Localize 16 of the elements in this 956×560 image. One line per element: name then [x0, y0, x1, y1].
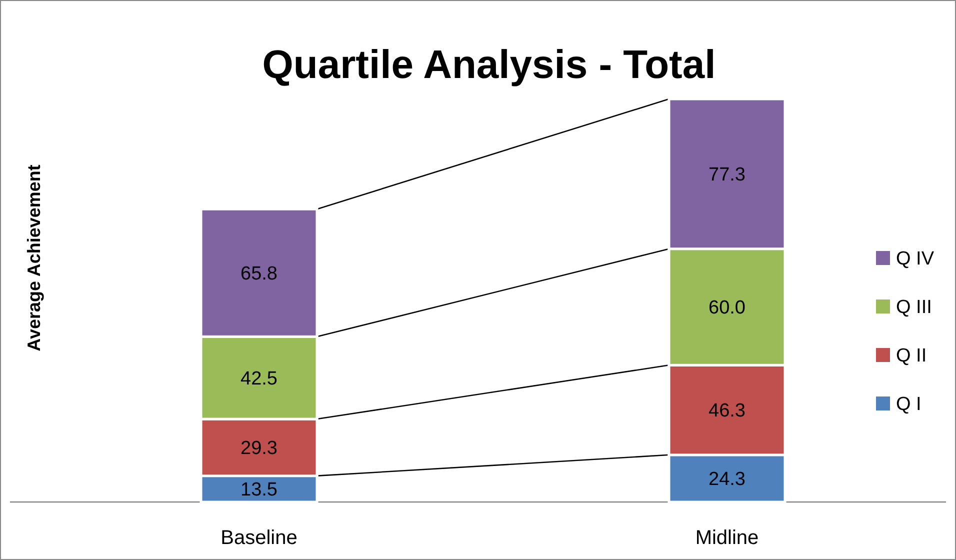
data-label: 60.0 [708, 298, 746, 319]
legend-label: Q II [896, 346, 927, 367]
legend-label: Q I [896, 394, 922, 416]
y-axis-title: Average Achievement [24, 164, 44, 352]
data-label: 46.3 [708, 400, 746, 422]
data-label: 29.3 [240, 438, 278, 460]
legend-label: Q III [896, 297, 932, 318]
data-label: 42.5 [240, 368, 278, 390]
data-label: 13.5 [240, 480, 278, 501]
x-tick-label: Baseline [220, 527, 298, 549]
data-label: 24.3 [708, 469, 746, 490]
legend-label: Q IV [896, 248, 934, 270]
data-label: 77.3 [708, 164, 746, 186]
x-tick-label: Midline [695, 527, 759, 549]
chart-title: Quartile Analysis - Total [262, 43, 716, 87]
data-label: 65.8 [240, 264, 278, 285]
